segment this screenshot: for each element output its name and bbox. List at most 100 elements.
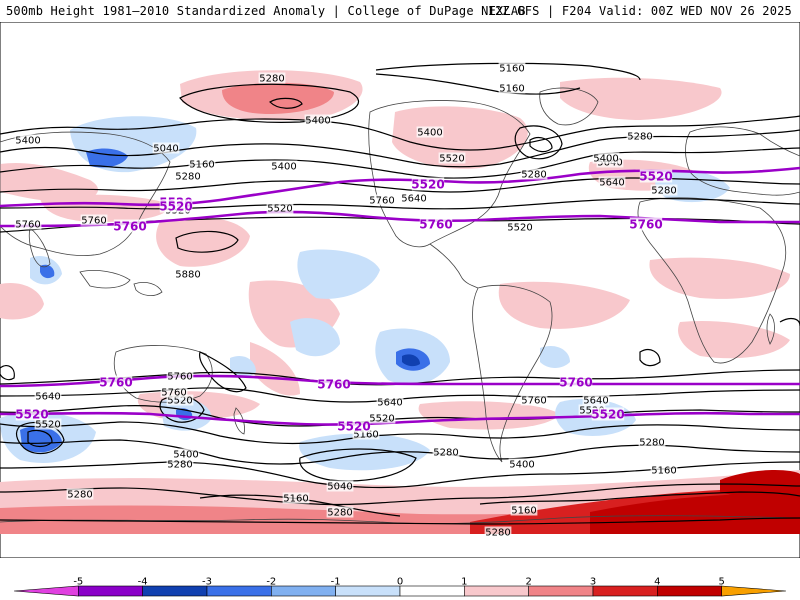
thick-contour-label: 5760 bbox=[113, 220, 146, 234]
contour-label-halo bbox=[498, 82, 526, 94]
contour-label-halo bbox=[270, 160, 298, 172]
contour-label: 5760 bbox=[369, 196, 394, 207]
height-contour-line bbox=[0, 483, 800, 506]
colorbar-bin bbox=[78, 585, 143, 597]
height-contour-line bbox=[175, 230, 239, 253]
contour-label: 5160 bbox=[499, 84, 524, 95]
contour-label: 5400 bbox=[593, 154, 618, 165]
contour-label: 5400 bbox=[15, 136, 40, 147]
anomaly-negative-area bbox=[297, 249, 380, 299]
contour-label: 5640 bbox=[401, 194, 426, 205]
contour-label: 5760 bbox=[167, 372, 192, 383]
asia-outline bbox=[0, 131, 171, 256]
contour-label-halo bbox=[432, 446, 460, 458]
thick-contour-label: 5760 bbox=[317, 378, 350, 392]
thick-contour-label-halo bbox=[559, 375, 593, 389]
madagascar-outline bbox=[766, 313, 775, 345]
contour-label: 5640 bbox=[377, 398, 402, 409]
contour-label-halo bbox=[80, 214, 108, 226]
thick-contour-label: 5760 bbox=[99, 376, 132, 390]
height-contour-line bbox=[179, 83, 360, 123]
anomaly-positive-area bbox=[678, 320, 790, 359]
contour-label-halo bbox=[520, 168, 548, 180]
southeast-asia-islands-outline bbox=[79, 270, 163, 296]
india-outline bbox=[28, 227, 51, 268]
contour-label-halo bbox=[14, 218, 42, 230]
contour-label-halo bbox=[438, 152, 466, 164]
contour-label-halo bbox=[510, 504, 538, 516]
colorbar-bin bbox=[335, 585, 401, 597]
anomaly-extreme-positive-area bbox=[590, 493, 800, 534]
anomaly-positive-area bbox=[418, 401, 560, 430]
height-contour-line bbox=[269, 97, 303, 109]
height-contour-line bbox=[479, 491, 800, 505]
colorbar-tick-label: -1 bbox=[331, 577, 341, 588]
thick-contour-label-halo bbox=[317, 377, 351, 391]
contour-label-halo bbox=[160, 386, 188, 398]
anomaly-strong-positive-area bbox=[222, 82, 334, 114]
contour-label-halo bbox=[174, 268, 202, 280]
thick-contour-label: 5520 bbox=[159, 200, 192, 214]
contour-label-halo bbox=[368, 412, 396, 424]
contour-label-halo bbox=[326, 506, 354, 518]
thick-contour-label-halo bbox=[15, 407, 49, 421]
thick-contour-label-halo bbox=[639, 169, 673, 183]
height-contour-line bbox=[0, 197, 800, 210]
contour-label-halo bbox=[188, 158, 216, 170]
contour-label-halo bbox=[258, 72, 286, 84]
colorbar-bin bbox=[657, 585, 722, 597]
height-contour-line bbox=[514, 125, 563, 160]
contour-label: 5280 bbox=[67, 490, 92, 501]
height-contour-line bbox=[0, 147, 800, 179]
contour-label: 5040 bbox=[327, 482, 352, 493]
anomaly-positive-area bbox=[498, 281, 630, 329]
colorbar-bin bbox=[528, 585, 594, 597]
height-contour-line bbox=[199, 351, 247, 393]
contour-label-halo bbox=[506, 221, 534, 233]
contour-label: 5280 bbox=[485, 528, 510, 539]
contour-label-halo bbox=[14, 134, 42, 146]
land-outlines bbox=[0, 87, 800, 525]
contour-label: 5520 bbox=[369, 414, 394, 425]
contour-label: 5280 bbox=[627, 132, 652, 143]
colorbar-tick-label: 5 bbox=[718, 577, 724, 588]
height-contour-line bbox=[375, 62, 641, 81]
height-contour-line bbox=[0, 517, 800, 525]
contour-label-halo bbox=[650, 464, 678, 476]
contour-label: 5280 bbox=[175, 172, 200, 183]
colorbar-bin bbox=[592, 585, 658, 597]
contour-label-halo bbox=[400, 192, 428, 204]
contour-label-halo bbox=[638, 436, 666, 448]
thick-contour-label-halo bbox=[159, 199, 193, 213]
anomaly-positive-area bbox=[560, 77, 722, 120]
thick-contour-label: 5760 bbox=[559, 376, 592, 390]
height-contours bbox=[0, 62, 800, 525]
height-contour-line bbox=[529, 136, 553, 153]
africa-outline bbox=[637, 197, 787, 364]
contour-label: 5760 bbox=[161, 388, 186, 399]
contour-label: 5520 bbox=[167, 396, 192, 407]
contour-label: 5520 bbox=[35, 420, 60, 431]
contour-5520-northern bbox=[0, 166, 800, 208]
contour-label-halo bbox=[626, 130, 654, 142]
thick-contour-label: 5760 bbox=[419, 218, 452, 232]
thick-contour-label-halo bbox=[411, 177, 445, 191]
contour-label-halo bbox=[520, 394, 548, 406]
contour-label: 5640 bbox=[599, 178, 624, 189]
contour-label: 5400 bbox=[509, 460, 534, 471]
anomaly-negative-area bbox=[540, 345, 570, 368]
thick-contour-label: 5520 bbox=[591, 408, 624, 422]
colorbar-tick-label: 4 bbox=[654, 577, 660, 588]
thick-contour-label: 5520 bbox=[337, 420, 370, 434]
contour-label: 5640 bbox=[583, 396, 608, 407]
contour-label: 5760 bbox=[81, 216, 106, 227]
new-zealand-outline bbox=[233, 407, 245, 435]
contour-label: 5160 bbox=[499, 64, 524, 75]
contour-label: 5400 bbox=[305, 116, 330, 127]
thick-contour-label-halo bbox=[337, 419, 371, 433]
anomaly-positive-area bbox=[156, 217, 250, 267]
contour-label: 5520 bbox=[439, 154, 464, 165]
contour-label-halo bbox=[66, 488, 94, 500]
thick-contour-label: 5520 bbox=[639, 170, 672, 184]
colorbar-bin bbox=[721, 585, 787, 597]
